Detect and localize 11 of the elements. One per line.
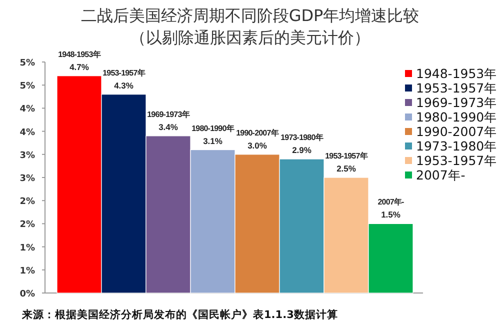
annotation: 来源：根据美国经济分析局发布的《国民帐户》表1.1.3数据计算 [22,309,338,321]
legend-label: 1973-1980年 [416,138,498,154]
legend-label: 1953-1957年 [416,153,498,168]
legend-label: 1969-1973年 [416,95,498,110]
title: 二战后美国经济周期不同阶段GDP年均增速比较 [80,6,420,25]
legend-label: 1990-2007年 [416,124,498,139]
legend-label: 1980-1990年 [416,110,498,124]
legend-label: 2007年- [416,168,466,182]
legend-label: 1948-1953年 [416,66,498,81]
subtitle: （以剔除通胀因素后的美元计价） [130,28,370,47]
legend-label: 1953-1957年 [416,80,498,96]
